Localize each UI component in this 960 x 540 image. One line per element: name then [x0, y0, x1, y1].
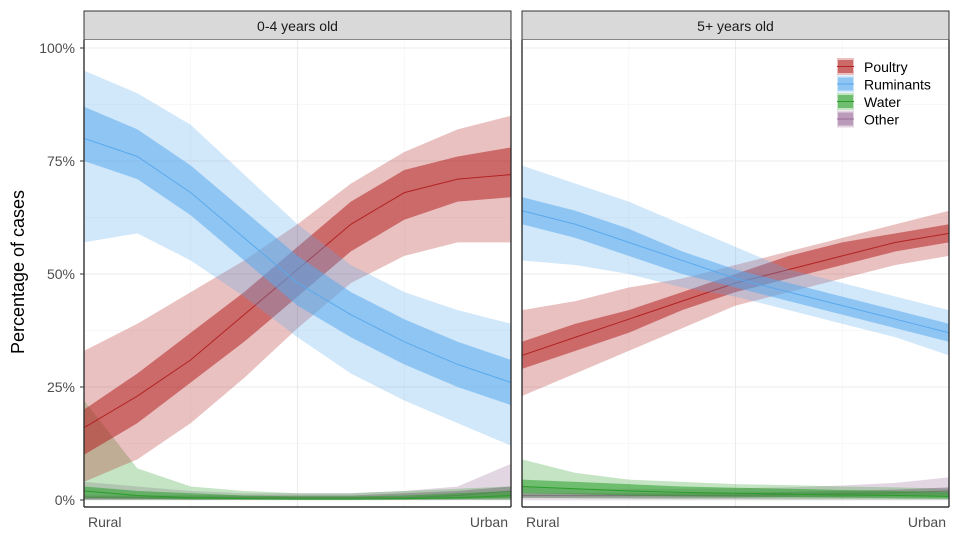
series-water	[84, 400, 511, 500]
legend-item-ruminants: Ruminants	[837, 75, 931, 93]
y-tick-label: 75%	[47, 153, 75, 169]
series-ruminants-line	[522, 210, 949, 334]
series-ruminants	[84, 70, 511, 446]
y-tick-label: 100%	[39, 40, 75, 56]
series-water-line	[522, 485, 949, 497]
panel-strip	[521, 10, 950, 41]
panel-strip-title: 0-4 years old	[257, 18, 338, 34]
y-tick-label: 25%	[47, 379, 75, 395]
series-water-inner-band	[84, 486, 511, 500]
series-water-inner-band	[522, 479, 949, 499]
series-ruminants-line	[84, 137, 511, 383]
series-poultry-inner-band	[84, 147, 511, 455]
y-tick-label: 50%	[47, 266, 75, 282]
series-ruminants	[522, 165, 949, 356]
legend-label: Ruminants	[864, 77, 931, 93]
x-tick-label-end: Urban	[908, 514, 946, 530]
series-water-line	[84, 490, 511, 500]
series-poultry-inner-band	[522, 224, 949, 369]
series-water	[522, 459, 949, 500]
y-axis-label: Percentage of cases	[8, 190, 28, 354]
y-tick-label: 0%	[55, 492, 75, 508]
legend-label: Other	[864, 112, 899, 128]
panel-1: 0-4 years old 0% 25% 50% 75% 100% Rural Urban	[39, 10, 512, 530]
legend-item-other: Other	[837, 110, 899, 128]
legend-label: Water	[864, 94, 901, 110]
series-layer	[84, 70, 511, 500]
x-tick-label-start: Rural	[526, 514, 559, 530]
legend-label: Poultry	[864, 59, 908, 75]
series-other-outer-band	[84, 463, 511, 500]
legend-item-water: Water	[837, 93, 901, 110]
legend-item-poultry: Poultry	[837, 58, 908, 75]
panel-strip	[83, 10, 512, 41]
series-ruminants-inner-band	[84, 106, 511, 406]
series-layer	[522, 165, 949, 500]
x-tick-label-start: Rural	[88, 514, 121, 530]
panel-strip-title: 5+ years old	[697, 18, 774, 34]
x-tick-label-end: Urban	[470, 514, 508, 530]
panel-2: 5+ years old Rural Urban	[521, 10, 950, 530]
